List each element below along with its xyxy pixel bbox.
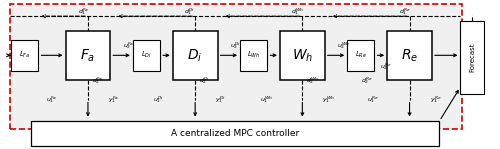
Text: $u_1^{Re}$: $u_1^{Re}$ xyxy=(367,95,379,105)
FancyBboxPatch shape xyxy=(66,31,110,80)
Text: $L_{Re}$: $L_{Re}$ xyxy=(354,50,366,60)
Text: $y_1^{Di}$: $y_1^{Di}$ xyxy=(215,95,226,105)
FancyBboxPatch shape xyxy=(240,40,267,71)
Text: $u_2^{Fa}$: $u_2^{Fa}$ xyxy=(123,40,134,51)
Text: $W_h$: $W_h$ xyxy=(292,47,313,63)
FancyBboxPatch shape xyxy=(347,40,374,71)
FancyBboxPatch shape xyxy=(30,121,440,146)
Text: $y_1^{Wh}$: $y_1^{Wh}$ xyxy=(322,95,335,105)
Text: $y_1^{Re}$: $y_1^{Re}$ xyxy=(430,95,442,105)
Text: Forecast: Forecast xyxy=(470,43,476,72)
Text: $d_1^{Di}$: $d_1^{Di}$ xyxy=(184,6,195,17)
Text: $D_i$: $D_i$ xyxy=(188,47,203,63)
Text: $d_2^{Fa}$: $d_2^{Fa}$ xyxy=(92,75,103,86)
FancyBboxPatch shape xyxy=(172,31,218,80)
Text: $L_{Wh}$: $L_{Wh}$ xyxy=(246,50,260,60)
Text: $u_2^{Wh}$: $u_2^{Wh}$ xyxy=(338,40,350,51)
Text: $u_2^{Di}$: $u_2^{Di}$ xyxy=(230,40,241,51)
Text: $d_2^{Wh}$: $d_2^{Wh}$ xyxy=(306,75,320,86)
Text: $u_1^{Di}$: $u_1^{Di}$ xyxy=(153,95,164,105)
FancyBboxPatch shape xyxy=(10,4,462,129)
Text: $u_1^{Wh}$: $u_1^{Wh}$ xyxy=(260,95,273,105)
Text: $F_a$: $F_a$ xyxy=(80,47,96,63)
Text: A centralized MPC controller: A centralized MPC controller xyxy=(171,129,299,138)
Text: $d_1^{Wh}$: $d_1^{Wh}$ xyxy=(292,6,304,17)
FancyBboxPatch shape xyxy=(460,21,484,94)
Text: $R_e$: $R_e$ xyxy=(401,47,418,63)
Text: $d_2^{Di}$: $d_2^{Di}$ xyxy=(199,75,210,86)
FancyBboxPatch shape xyxy=(387,31,432,80)
FancyBboxPatch shape xyxy=(280,31,325,80)
Text: $d_1^{Re}$: $d_1^{Re}$ xyxy=(398,6,410,17)
FancyBboxPatch shape xyxy=(132,40,160,71)
FancyBboxPatch shape xyxy=(11,40,38,71)
Text: $d_1^{Fa}$: $d_1^{Fa}$ xyxy=(78,6,89,17)
Text: $u_2^{Re}$: $u_2^{Re}$ xyxy=(380,61,392,72)
Text: $y_1^{Fa}$: $y_1^{Fa}$ xyxy=(108,95,119,105)
Text: $L_{Di}$: $L_{Di}$ xyxy=(141,50,152,60)
Text: $u_1^{Fa}$: $u_1^{Fa}$ xyxy=(46,95,56,105)
Text: $d_2^{Re}$: $d_2^{Re}$ xyxy=(361,75,373,86)
Text: $L_{Fa}$: $L_{Fa}$ xyxy=(19,50,30,60)
